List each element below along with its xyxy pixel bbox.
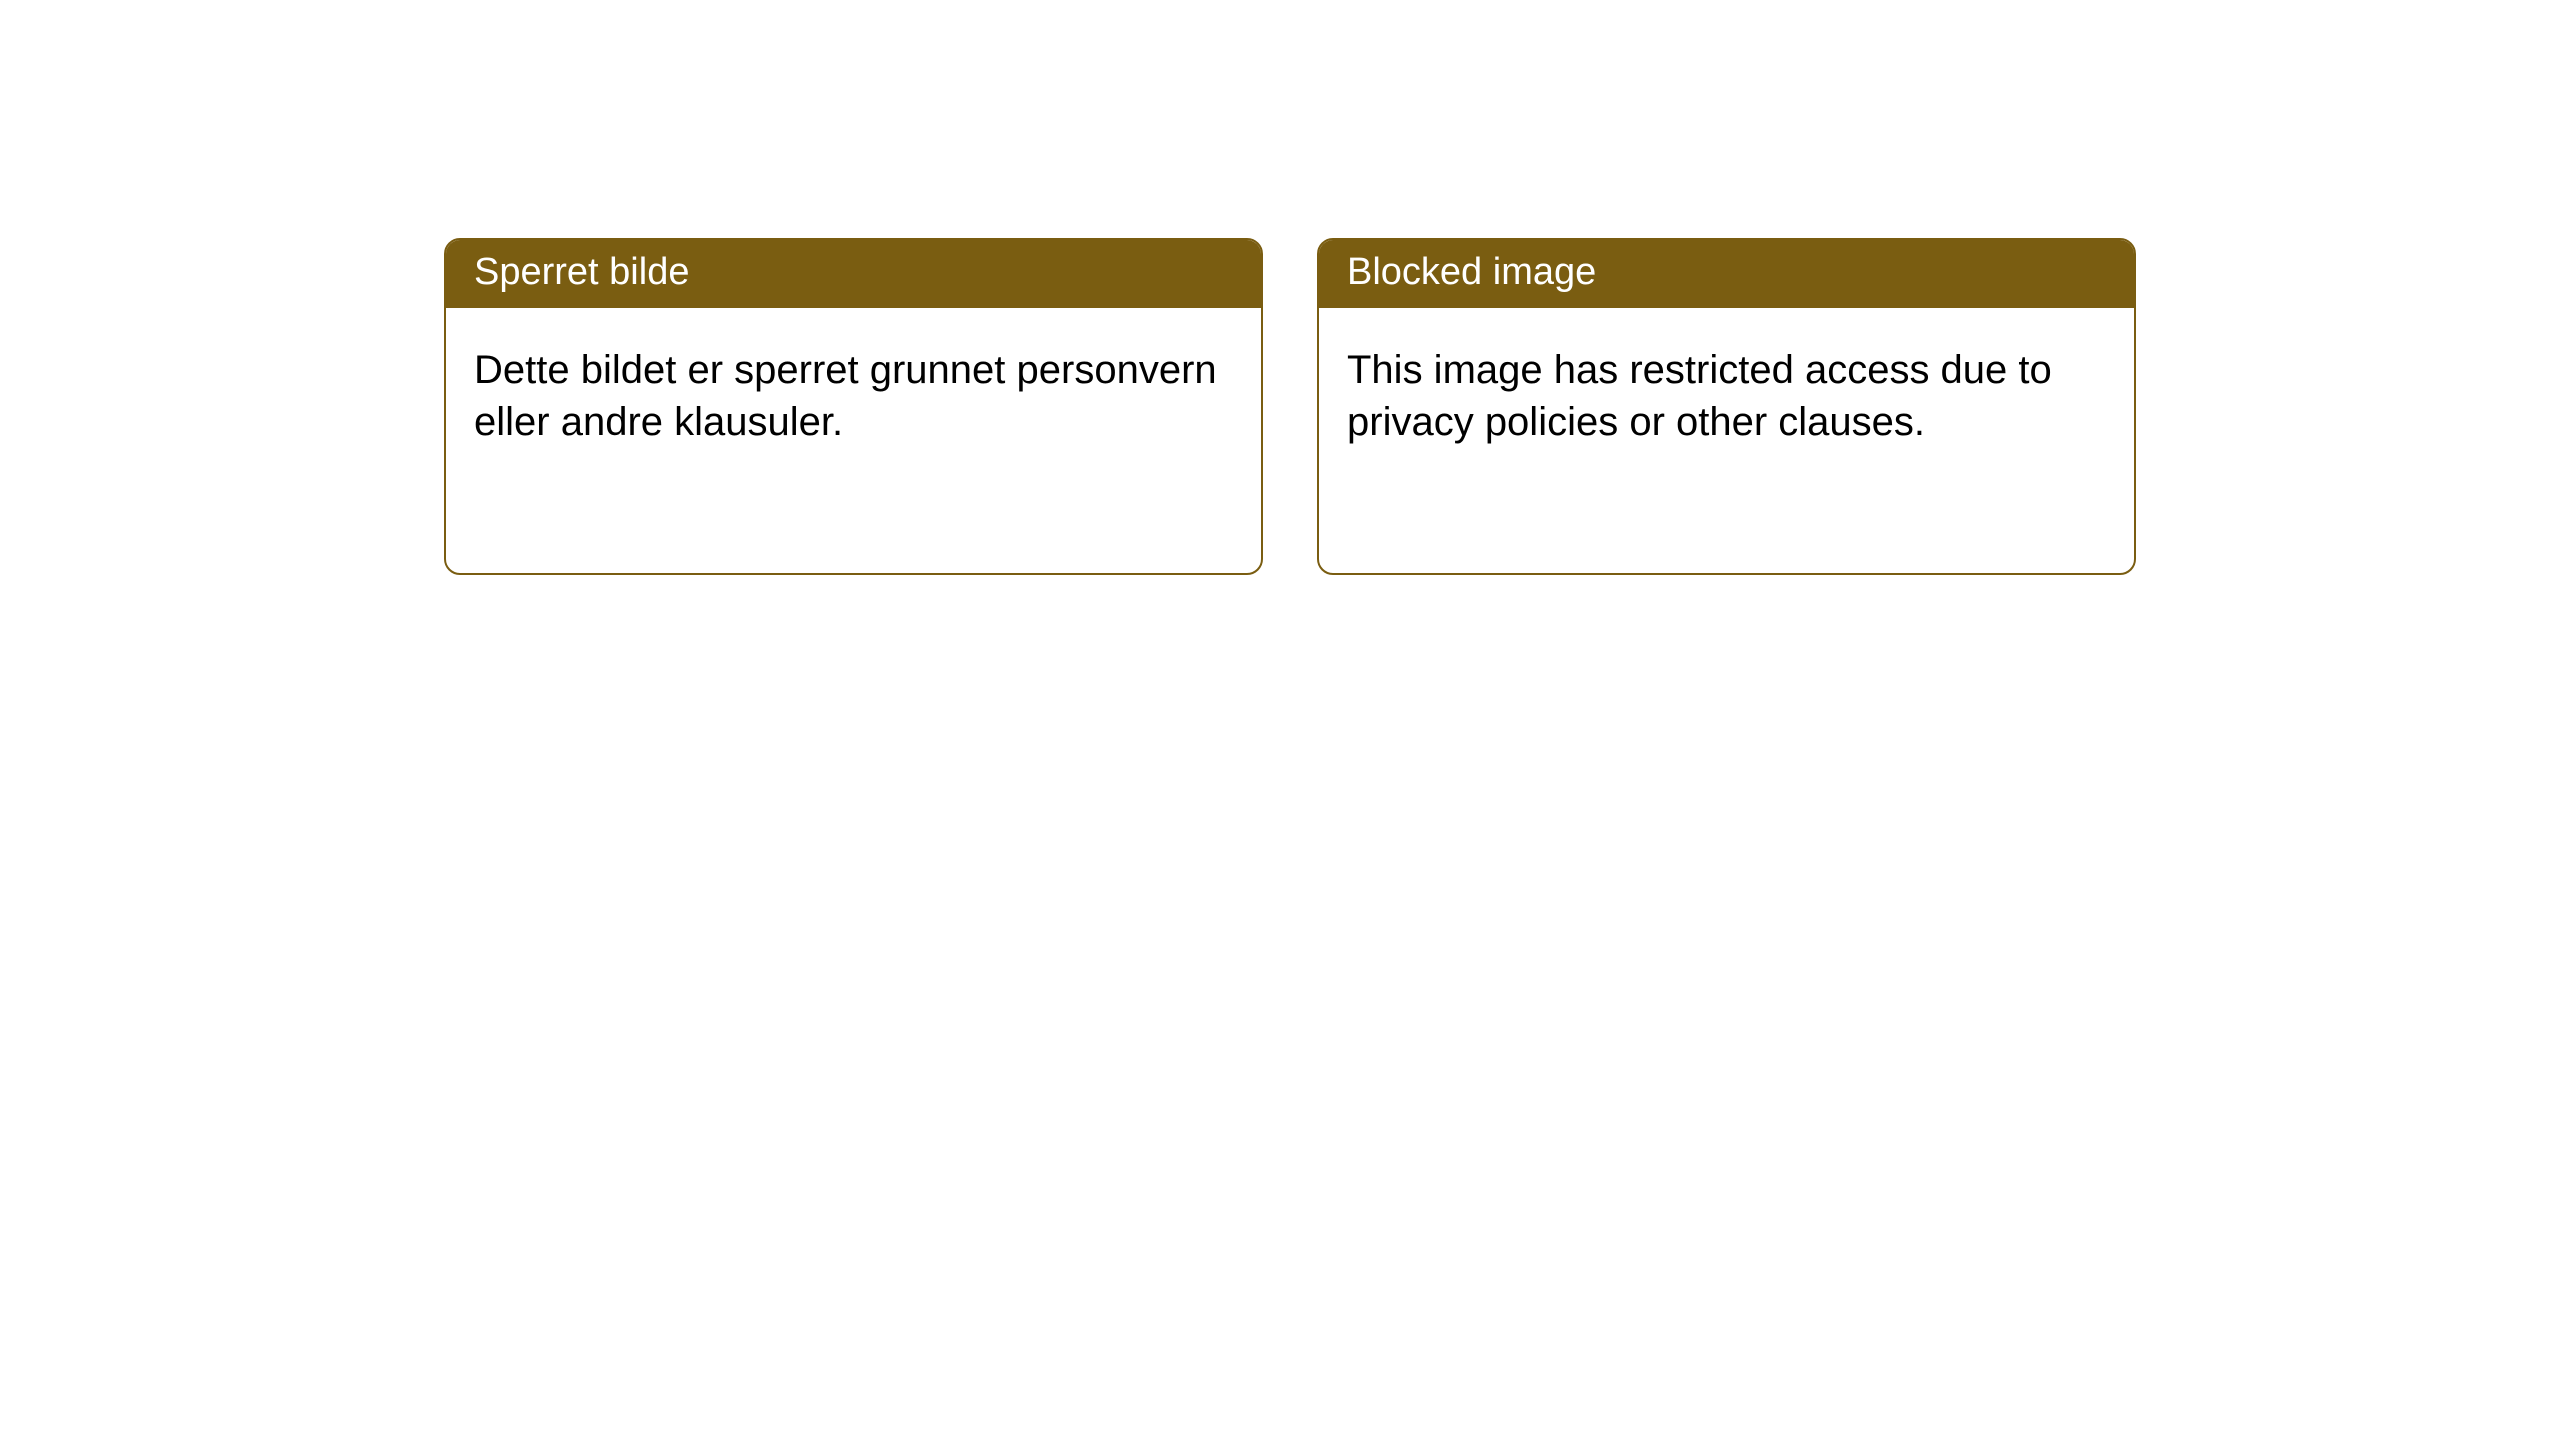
cards-container: Sperret bilde Dette bildet er sperret gr… xyxy=(444,238,2136,575)
card-norwegian: Sperret bilde Dette bildet er sperret gr… xyxy=(444,238,1263,575)
card-english: Blocked image This image has restricted … xyxy=(1317,238,2136,575)
card-header-english: Blocked image xyxy=(1319,240,2134,308)
card-body-norwegian: Dette bildet er sperret grunnet personve… xyxy=(446,308,1261,484)
card-body-english: This image has restricted access due to … xyxy=(1319,308,2134,484)
card-header-norwegian: Sperret bilde xyxy=(446,240,1261,308)
